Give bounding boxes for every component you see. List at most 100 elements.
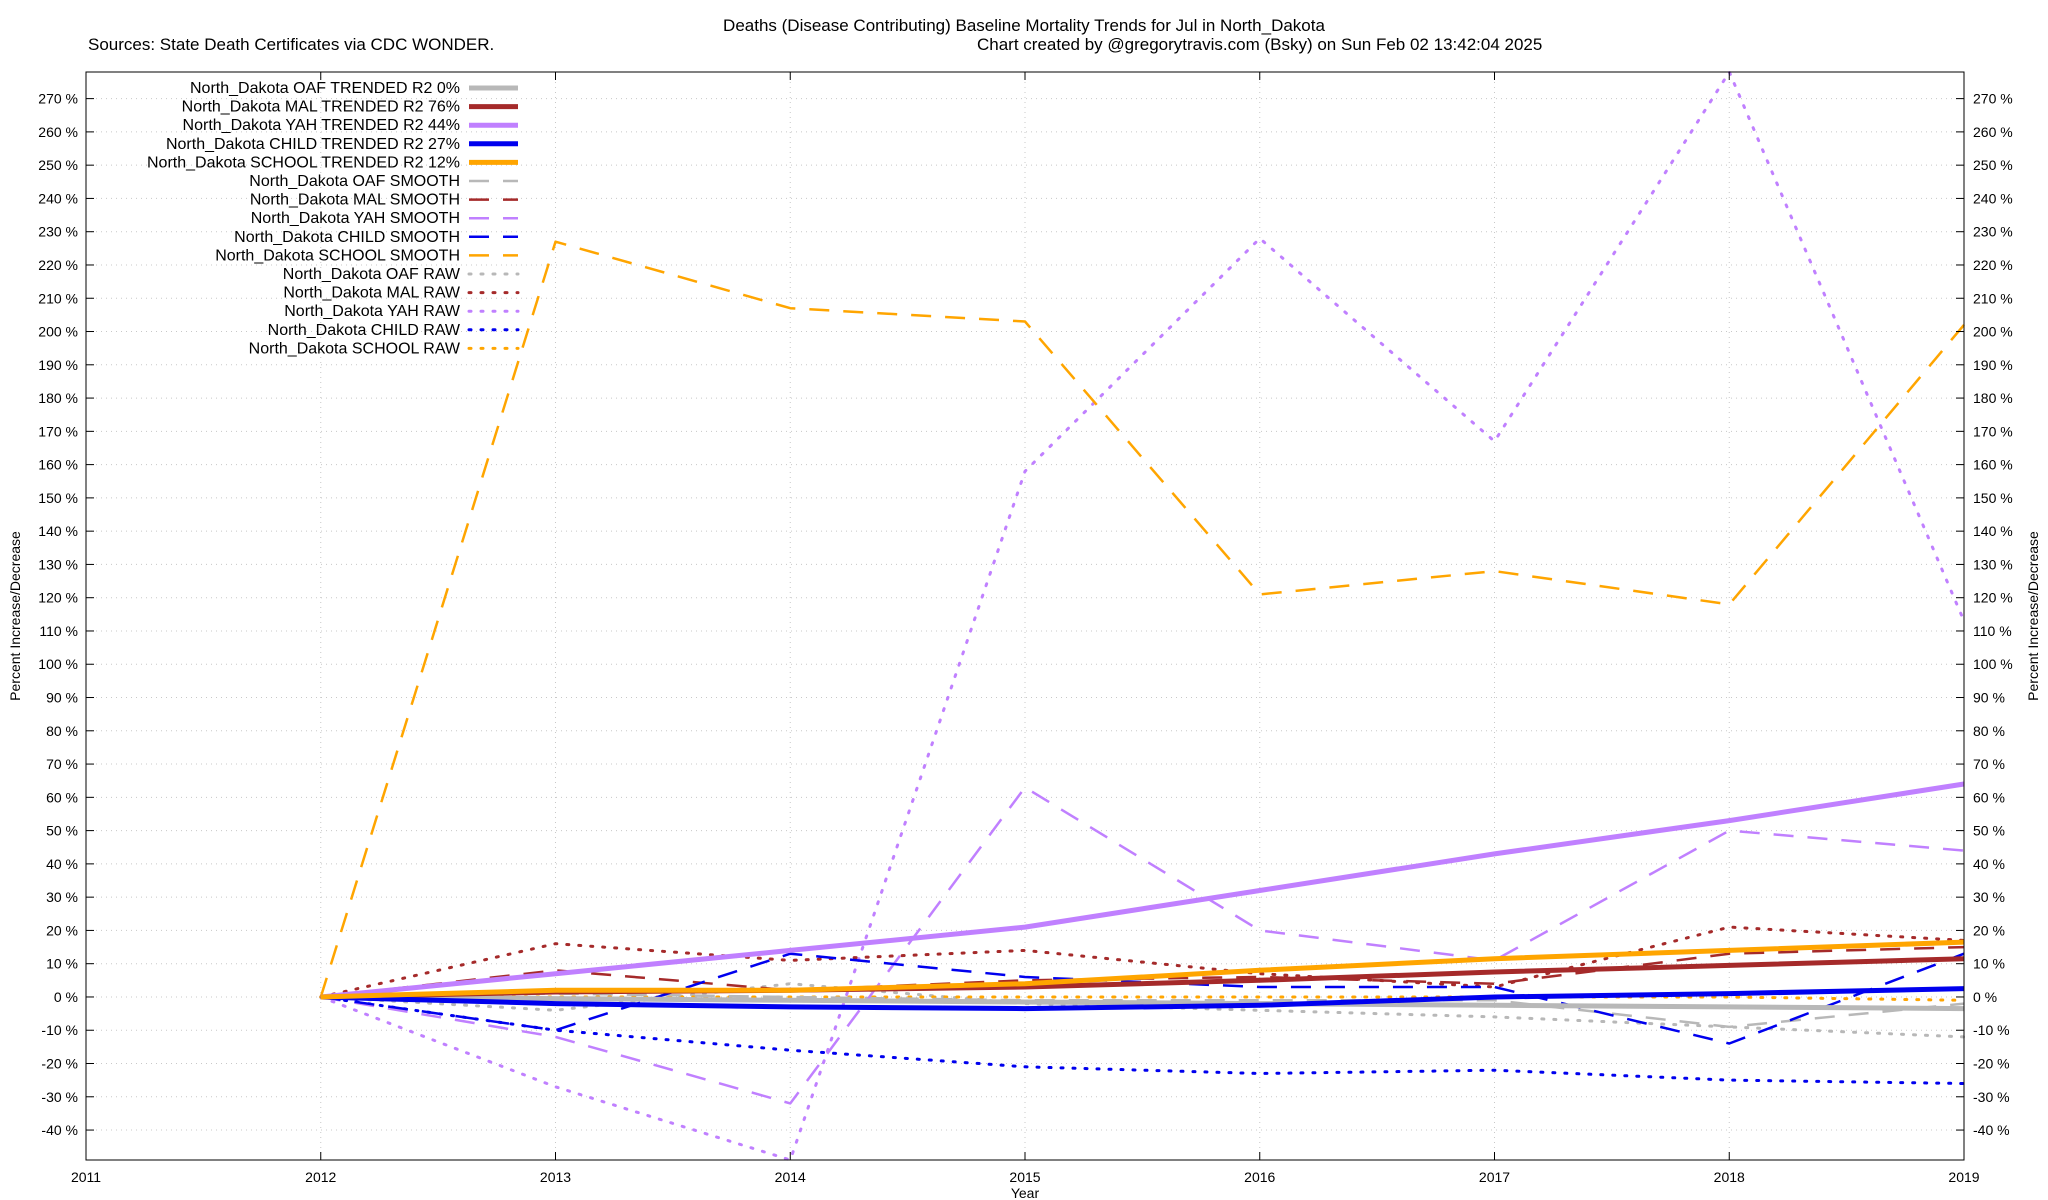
legend-label: North_Dakota SCHOOL TRENDED R2 12% bbox=[147, 154, 460, 171]
legend-label: North_Dakota SCHOOL SMOOTH bbox=[215, 247, 460, 264]
y-tick-label-left: -40 % bbox=[41, 1122, 78, 1138]
y-tick-label-right: 10 % bbox=[1973, 956, 2005, 972]
series-line-1 bbox=[320, 994, 1965, 1012]
legend-label: North_Dakota OAF TRENDED R2 0% bbox=[190, 80, 460, 97]
y-tick-label-left: 60 % bbox=[46, 789, 78, 805]
x-tick-label: 2013 bbox=[540, 1169, 571, 1185]
y-tick-label-left: 100 % bbox=[38, 656, 78, 672]
y-tick-label-left: 210 % bbox=[38, 290, 78, 306]
series-line-15 bbox=[319, 995, 1966, 1002]
y-tick-label-right: 170 % bbox=[1973, 423, 2013, 439]
chart-sources: Sources: State Death Certificates via CD… bbox=[88, 35, 494, 54]
series-line-14 bbox=[319, 995, 1966, 1085]
y-tick-label-right: 100 % bbox=[1973, 656, 2013, 672]
y-tick-label-right: 210 % bbox=[1973, 290, 2013, 306]
y-tick-label-right: 60 % bbox=[1973, 789, 2005, 805]
y-tick-label-right: 150 % bbox=[1973, 490, 2013, 506]
y-tick-label-right: -40 % bbox=[1973, 1122, 2010, 1138]
y-tick-label-right: 50 % bbox=[1973, 823, 2005, 839]
y-tick-label-left: 200 % bbox=[38, 324, 78, 340]
legend-label: North_Dakota CHILD TRENDED R2 27% bbox=[166, 136, 460, 153]
y-tick-label-left: 190 % bbox=[38, 357, 78, 373]
series-line-4 bbox=[320, 986, 1965, 1012]
y-tick-label-left: 50 % bbox=[46, 823, 78, 839]
series-line-3 bbox=[320, 781, 1965, 1000]
y-tick-label-left: -20 % bbox=[41, 1056, 78, 1072]
y-tick-label-left: 230 % bbox=[38, 224, 78, 240]
y-tick-label-right: 70 % bbox=[1973, 756, 2005, 772]
y-tick-label-left: -10 % bbox=[41, 1022, 78, 1038]
y-tick-label-left: 240 % bbox=[38, 190, 78, 206]
x-tick-label: 2014 bbox=[775, 1169, 806, 1185]
y-tick-label-right: 140 % bbox=[1973, 523, 2013, 539]
y-tick-label-right: 180 % bbox=[1973, 390, 2013, 406]
y-axis-label-left: Percent Increase/Decrease bbox=[7, 531, 23, 701]
y-tick-label-left: 130 % bbox=[38, 556, 78, 572]
series-layer bbox=[319, 70, 1966, 1162]
series-line-5 bbox=[320, 939, 1965, 1000]
y-tick-label-right: -10 % bbox=[1973, 1022, 2010, 1038]
y-tick-label-left: 220 % bbox=[38, 257, 78, 273]
y-tick-label-right: 160 % bbox=[1973, 457, 2013, 473]
legend-label: North_Dakota OAF SMOOTH bbox=[249, 173, 460, 190]
x-tick-label: 2016 bbox=[1244, 1169, 1275, 1185]
x-tick-label: 2019 bbox=[1948, 1169, 1979, 1185]
chart-credit: Chart created by @gregorytravis.com (Bsk… bbox=[977, 35, 1542, 54]
y-tick-label-right: 0 % bbox=[1973, 989, 1997, 1005]
x-tick-label: 2015 bbox=[1009, 1169, 1040, 1185]
y-tick-label-left: 250 % bbox=[38, 157, 78, 173]
y-tick-label-left: 170 % bbox=[38, 423, 78, 439]
series-line-12 bbox=[319, 925, 1966, 999]
y-tick-label-right: 230 % bbox=[1973, 224, 2013, 240]
legend-label: North_Dakota MAL TRENDED R2 76% bbox=[182, 99, 460, 116]
legend-label: North_Dakota MAL SMOOTH bbox=[250, 192, 460, 209]
y-tick-label-right: 260 % bbox=[1973, 124, 2013, 140]
y-tick-label-right: -30 % bbox=[1973, 1089, 2010, 1105]
y-tick-label-right: 30 % bbox=[1973, 889, 2005, 905]
y-tick-label-left: 40 % bbox=[46, 856, 78, 872]
y-tick-label-right: 240 % bbox=[1973, 190, 2013, 206]
legend-label: North_Dakota CHILD RAW bbox=[268, 322, 461, 339]
y-tick-label-right: 200 % bbox=[1973, 324, 2013, 340]
y-tick-label-left: 30 % bbox=[46, 889, 78, 905]
y-tick-label-left: -30 % bbox=[41, 1089, 78, 1105]
legend-label: North_Dakota MAL RAW bbox=[283, 285, 461, 302]
y-tick-label-right: 110 % bbox=[1973, 623, 2012, 639]
legend-label: North_Dakota SCHOOL RAW bbox=[249, 340, 461, 357]
y-tick-label-left: 140 % bbox=[38, 523, 78, 539]
x-tick-label: 2017 bbox=[1479, 1169, 1510, 1185]
legend-label: North_Dakota YAH RAW bbox=[284, 303, 461, 320]
y-tick-label-right: 40 % bbox=[1973, 856, 2005, 872]
y-tick-label-left: 150 % bbox=[38, 490, 78, 506]
x-tick-label: 2018 bbox=[1714, 1169, 1745, 1185]
series-line-8 bbox=[320, 786, 1965, 1105]
y-tick-label-right: 220 % bbox=[1973, 257, 2013, 273]
legend-label: North_Dakota OAF RAW bbox=[283, 266, 461, 283]
x-axis-label: Year bbox=[1011, 1185, 1040, 1200]
y-tick-label-left: 120 % bbox=[38, 590, 78, 606]
y-tick-label-left: 20 % bbox=[46, 922, 78, 938]
y-tick-label-right: 190 % bbox=[1973, 357, 2013, 373]
y-tick-label-left: 0 % bbox=[54, 989, 78, 1005]
y-axis-label-right: Percent Increase/Decrease bbox=[2025, 531, 2041, 701]
legend-label: North_Dakota YAH TRENDED R2 44% bbox=[183, 117, 460, 134]
y-tick-label-left: 160 % bbox=[38, 457, 78, 473]
y-tick-label-right: 90 % bbox=[1973, 690, 2005, 706]
y-tick-label-right: -20 % bbox=[1973, 1056, 2010, 1072]
y-tick-label-left: 260 % bbox=[38, 124, 78, 140]
y-tick-label-left: 180 % bbox=[38, 390, 78, 406]
y-tick-label-right: 130 % bbox=[1973, 556, 2013, 572]
y-tick-label-right: 250 % bbox=[1973, 157, 2013, 173]
y-tick-label-left: 270 % bbox=[38, 91, 78, 107]
y-tick-label-right: 270 % bbox=[1973, 91, 2013, 107]
legend-label: North_Dakota CHILD SMOOTH bbox=[234, 229, 460, 246]
y-tick-label-right: 120 % bbox=[1973, 590, 2013, 606]
y-tick-label-left: 70 % bbox=[46, 756, 78, 772]
x-tick-label: 2012 bbox=[305, 1169, 336, 1185]
y-tick-label-right: 80 % bbox=[1973, 723, 2005, 739]
x-tick-label: 2011 bbox=[71, 1169, 101, 1185]
y-tick-label-left: 110 % bbox=[39, 623, 78, 639]
legend-label: North_Dakota YAH SMOOTH bbox=[251, 210, 460, 227]
